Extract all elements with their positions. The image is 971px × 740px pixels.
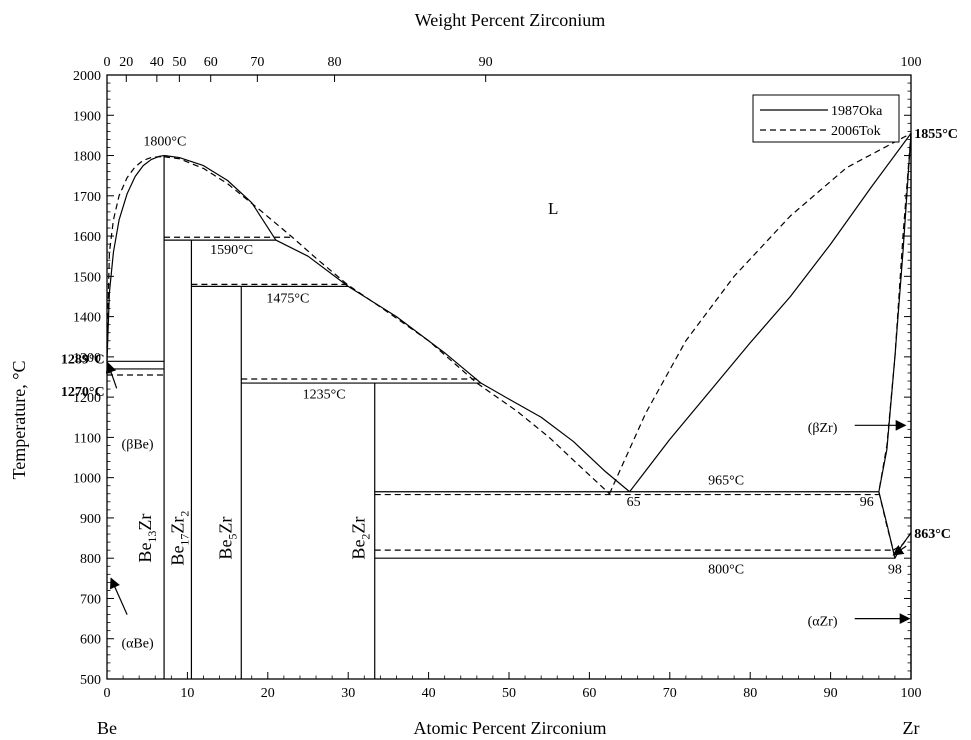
annotation-label: 96: [860, 495, 874, 510]
legend-label-2006tok: 2006Tok: [831, 124, 881, 139]
y-tick-label: 700: [80, 592, 101, 607]
y-axis-label: Temperature, °C: [9, 361, 29, 480]
annotation-label: 1855°C: [914, 127, 958, 142]
series-2006tok-segment: [878, 491, 912, 551]
top-tick-label: 60: [204, 55, 218, 70]
y-tick-label: 800: [80, 552, 101, 567]
x-right-label: Zr: [903, 718, 920, 738]
series-2006tok-segment: [878, 133, 912, 492]
y-tick-label: 1000: [73, 472, 101, 487]
top-tick-label: 40: [150, 55, 164, 70]
annotation-label: (βZr): [808, 421, 838, 436]
series-1987oka-segment: [629, 133, 912, 493]
top-tick-label: 70: [250, 55, 264, 70]
y-tick-label: 1700: [73, 190, 101, 205]
x-tick-label: 30: [341, 686, 355, 701]
top-tick-label: 80: [328, 55, 342, 70]
axis-ticks: 0 10 20 30 40 50 60 70 80 90 100500600700800900100…: [73, 55, 922, 701]
series-2006tok-segment: [164, 156, 610, 495]
x-tick-label: 20: [261, 686, 275, 701]
annotation-label: 98: [888, 563, 902, 578]
annotation-label: 1475°C: [266, 292, 309, 307]
y-tick-label: 1900: [73, 109, 101, 124]
x-tick-label: 80: [743, 686, 757, 701]
top-axis-label: Weight Percent Zirconium: [415, 10, 606, 30]
legend: 1987Oka 2006Tok: [752, 94, 900, 143]
x-tick-label: 60: [582, 686, 596, 701]
y-tick-label: 1500: [73, 270, 101, 285]
x-tick-label: 10: [180, 686, 194, 701]
y-tick-label: 1800: [73, 150, 101, 165]
annotation-label: 1270°C: [61, 385, 105, 400]
y-tick-label: 1100: [74, 431, 101, 446]
top-tick-label: 100: [901, 55, 922, 70]
top-tick-label: 0: [104, 55, 111, 70]
legend-label-1987oka: 1987Oka: [831, 104, 883, 119]
annotation-label: 65: [627, 495, 641, 510]
series-2006tok-segment: [608, 132, 912, 495]
phase-label: Be13Zr: [135, 514, 159, 563]
x-left-label: Be: [97, 718, 117, 738]
legend-box: [752, 94, 900, 143]
annotation-arrow: [892, 545, 907, 556]
phase-label: Be5Zr: [216, 517, 240, 560]
annotation-label: (βBe): [122, 437, 154, 452]
annotation-arrow: [110, 577, 128, 615]
y-tick-label: 900: [80, 512, 101, 527]
annotation-layer: 1800°C L 1590°C 1475°C 1235°C 965°C 65 96 800°C 9…: [61, 127, 958, 652]
y-tick-label: 1300: [73, 351, 101, 366]
annotation-label: 1590°C: [210, 243, 253, 258]
series-1987oka-segment: [878, 133, 912, 492]
top-tick-label: 20: [119, 55, 133, 70]
y-tick-label: 500: [80, 673, 101, 688]
series-1987oka-segment: [106, 154, 165, 362]
top-tick-label: 90: [479, 55, 493, 70]
x-axis-label: Atomic Percent Zirconium: [414, 718, 607, 738]
x-tick-label: 40: [422, 686, 436, 701]
top-tick-label: 50: [172, 55, 186, 70]
y-tick-label: 1400: [73, 311, 101, 326]
annotation-label: 1289°C: [61, 353, 105, 368]
series-1987oka-segment: [164, 154, 630, 493]
annotation-label: 800°C: [708, 563, 744, 578]
annotation-label: 965°C: [708, 474, 744, 489]
annotation-label: 1800°C: [143, 134, 186, 149]
series-1987oka-segment: [878, 491, 912, 559]
series-layer: [106, 132, 912, 679]
annotation-label: L: [548, 199, 558, 218]
x-tick-label: 0: [104, 686, 111, 701]
y-tick-label: 2000: [73, 69, 101, 84]
annotation-label: 1235°C: [303, 387, 346, 402]
y-tick-label: 600: [80, 633, 101, 648]
annotation-label: (αBe): [121, 637, 154, 652]
x-tick-label: 70: [663, 686, 677, 701]
annotation-arrow: [105, 361, 118, 389]
x-tick-label: 50: [502, 686, 516, 701]
phase-label: Be17Zr2: [167, 511, 191, 566]
series-2006tok-segment: [106, 156, 165, 349]
x-tick-label: 100: [901, 686, 922, 701]
annotation-label: 863°C: [914, 527, 951, 542]
y-tick-label: 1600: [73, 230, 101, 245]
phase-label: Be2Zr: [348, 517, 372, 560]
plot-frame: [106, 74, 912, 680]
annotation-label: (αZr): [808, 614, 838, 629]
x-tick-label: 90: [824, 686, 838, 701]
y-tick-label: 1200: [73, 391, 101, 406]
